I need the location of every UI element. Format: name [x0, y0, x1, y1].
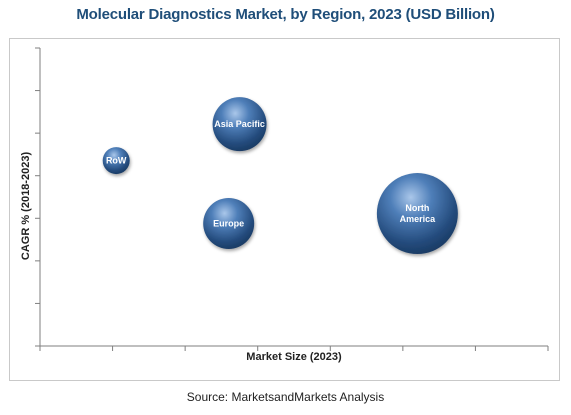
- bubble-label-europe: Europe: [213, 218, 244, 228]
- chart-title: Molecular Diagnostics Market, by Region,…: [76, 6, 495, 23]
- x-axis-ticks: [39, 346, 549, 351]
- source-note: Source: MarketsandMarkets Analysis: [186, 390, 385, 404]
- bubble-europe: [203, 197, 255, 249]
- bubble-north-america: [376, 173, 458, 255]
- y-axis-ticks: [35, 47, 40, 347]
- y-axis-label: CAGR % (2018-2023): [20, 152, 32, 261]
- bubble-asia-pacific: [212, 97, 267, 152]
- axes: [35, 47, 549, 351]
- bubble-label-asia-pacific: Asia Pacific: [214, 119, 265, 129]
- bubble-label-row: RoW: [106, 156, 127, 166]
- chart-frame: [9, 38, 560, 381]
- x-axis-label: Market Size (2023): [246, 351, 342, 363]
- bubble-label-north-america: America: [400, 214, 437, 224]
- bubble-row: [102, 147, 130, 175]
- bubble-label-north-america: North: [405, 203, 429, 213]
